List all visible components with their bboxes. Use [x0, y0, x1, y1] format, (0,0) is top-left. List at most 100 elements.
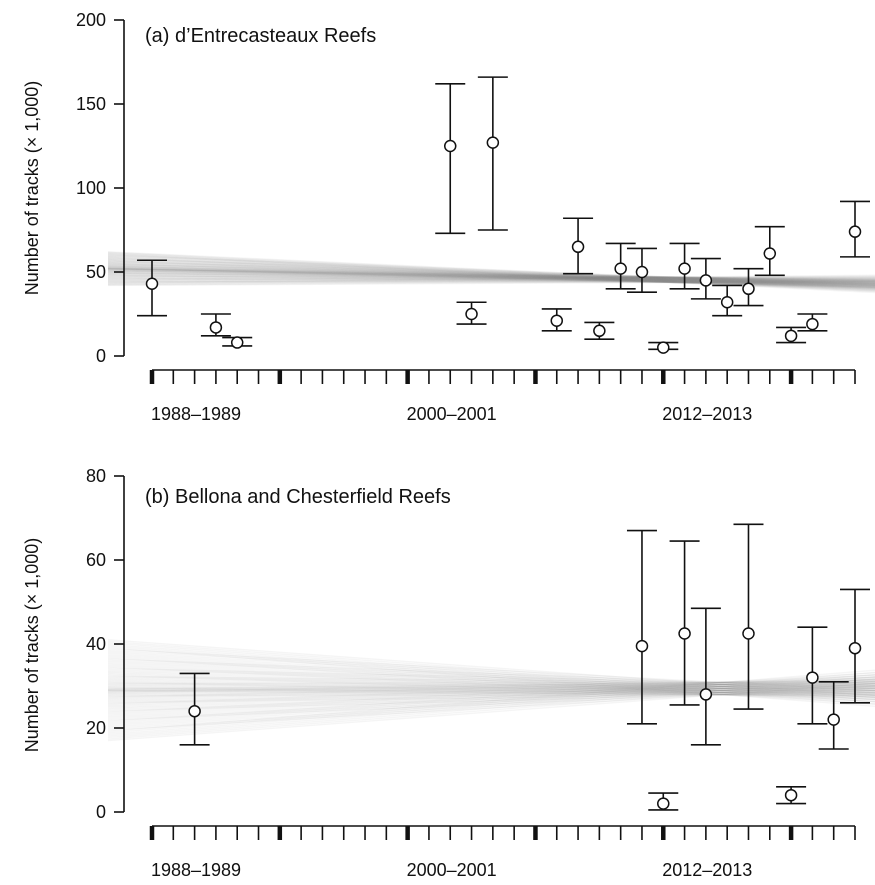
trend-line: [107, 684, 875, 691]
panel-b-points: [179, 523, 870, 811]
trend-line: [107, 678, 875, 727]
point-marker: [784, 788, 798, 802]
point-marker: [742, 282, 755, 296]
trend-line: [107, 687, 875, 721]
trend-line: [107, 651, 875, 696]
trend-line: [107, 258, 875, 287]
data-point: [648, 792, 679, 811]
trend-line: [107, 677, 875, 690]
point-marker: [635, 265, 649, 279]
trend-line: [107, 683, 875, 718]
panel-b-y-axis: 0 20 40 60 80: [86, 466, 125, 822]
trend-line: [107, 676, 875, 705]
point-marker: [827, 713, 840, 726]
trend-line: [107, 277, 875, 281]
panel-a-y-axis-label: Number of tracks (× 1,000): [22, 81, 42, 296]
trend-line: [107, 678, 875, 706]
y-tick-label: 60: [86, 550, 106, 570]
trend-line: [107, 273, 875, 282]
trend-line: [107, 267, 875, 283]
trend-line: [107, 279, 875, 286]
y-tick-label: 50: [86, 262, 106, 282]
trend-line: [107, 654, 875, 701]
point-marker: [635, 639, 649, 653]
trend-line: [107, 275, 875, 280]
data-point: [669, 540, 700, 706]
trend-line: [107, 642, 875, 701]
trend-line: [107, 679, 875, 692]
panel-a-x-axis: 1988–1989 2000–2001 2012–2013: [149, 369, 856, 424]
trend-line: [107, 681, 875, 685]
data-point: [222, 336, 253, 349]
y-tick-label: 40: [86, 634, 106, 654]
trend-line: [107, 685, 875, 701]
point-marker: [465, 307, 478, 321]
trend-line: [107, 674, 875, 724]
trend-line: [107, 269, 875, 286]
trend-line: [107, 272, 875, 281]
data-point: [797, 626, 828, 725]
trend-line: [107, 267, 875, 285]
point-marker: [443, 139, 457, 153]
trend-line: [107, 266, 875, 284]
trend-line: [107, 689, 875, 703]
trend-line: [107, 278, 875, 282]
trend-line: [107, 680, 875, 696]
point-marker: [550, 314, 564, 327]
x-tick-label: 1988–1989: [151, 404, 241, 424]
trend-line: [107, 687, 875, 697]
trend-line: [107, 687, 875, 691]
trend-line: [107, 689, 875, 694]
trend-line: [107, 643, 875, 703]
trend-line: [107, 659, 875, 692]
trend-line: [107, 254, 875, 286]
trend-line: [107, 275, 875, 279]
data-point: [669, 242, 700, 290]
trend-line: [107, 257, 875, 285]
panel-b-title: (b) Bellona and Chesterfield Reefs: [145, 486, 451, 508]
point-marker: [806, 317, 819, 331]
trend-line: [107, 266, 875, 283]
data-point: [733, 267, 764, 307]
point-marker: [742, 627, 755, 640]
data-point: [840, 588, 870, 704]
trend-line: [107, 639, 875, 697]
point-marker: [720, 295, 734, 309]
trend-line: [107, 280, 875, 287]
trend-line: [107, 682, 875, 742]
trend-line: [107, 674, 875, 701]
trend-line: [107, 684, 875, 688]
trend-line: [107, 270, 875, 283]
trend-line: [107, 683, 875, 708]
x-tick-label: 2000–2001: [407, 860, 497, 880]
trend-line: [107, 266, 875, 285]
data-point: [797, 313, 828, 332]
data-point: [626, 529, 657, 725]
point-marker: [678, 262, 691, 275]
x-tick-label: 1988–1989: [151, 860, 241, 880]
trend-line: [107, 668, 875, 689]
trend-line: [107, 663, 875, 698]
trend-line: [107, 251, 875, 289]
trend-line: [107, 272, 875, 280]
data-point: [818, 680, 849, 750]
data-point: [137, 259, 167, 317]
trend-line: [107, 255, 875, 288]
panel-b-chart: 0 20 40 60 80 1988–1989 2000–2001 2012–2013 (b…: [22, 466, 875, 880]
panel-a-trend-band: [107, 251, 875, 294]
data-point: [200, 313, 231, 337]
trend-line: [107, 685, 875, 690]
trend-line: [107, 264, 875, 285]
panel-b-x-axis: 1988–1989 2000–2001 2012–2013: [149, 825, 856, 880]
trend-line: [107, 687, 875, 711]
trend-line: [107, 268, 875, 281]
x-tick-label: 2012–2013: [662, 404, 752, 424]
trend-line: [107, 676, 875, 687]
point-marker: [145, 277, 159, 291]
point-marker: [571, 240, 585, 254]
data-point: [435, 83, 466, 235]
trend-line: [107, 691, 875, 696]
trend-line: [107, 281, 875, 284]
trend-line: [107, 251, 875, 290]
trend-line: [107, 671, 875, 694]
